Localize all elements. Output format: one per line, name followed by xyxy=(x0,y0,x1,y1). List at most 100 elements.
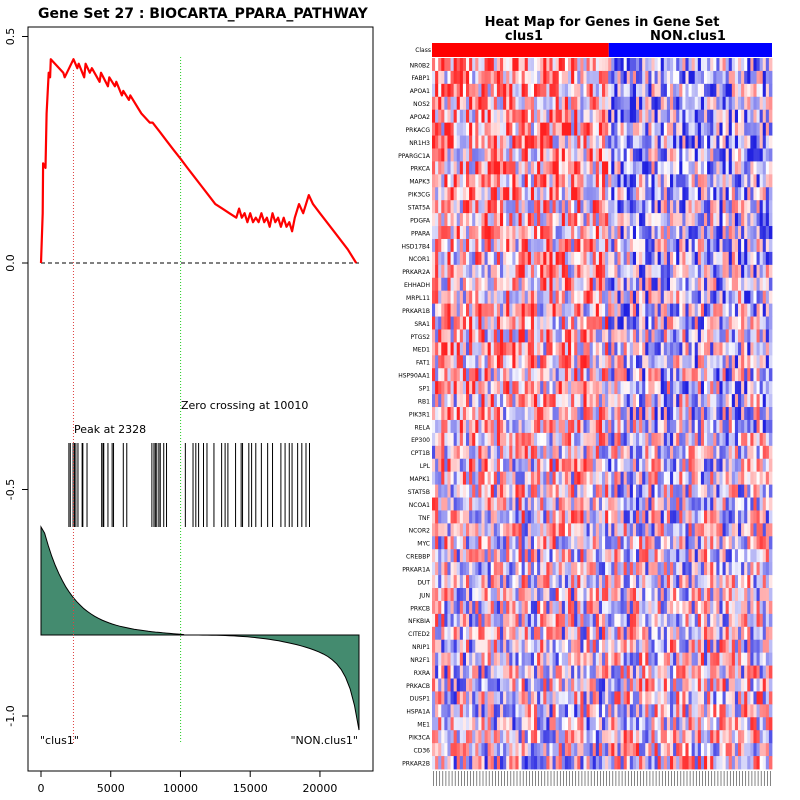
heatmap-cell xyxy=(750,329,754,343)
heatmap-cell xyxy=(447,329,451,343)
heatmap-cell xyxy=(524,277,529,292)
heatmap-cell xyxy=(626,355,631,369)
heatmap-cell xyxy=(524,484,529,498)
heatmap-cell xyxy=(673,96,677,111)
heatmap-cell xyxy=(574,484,578,498)
heatmap-cell xyxy=(605,238,609,253)
heatmap-cell xyxy=(506,187,510,201)
heatmap-cell xyxy=(500,407,504,421)
heatmap-cell xyxy=(623,471,628,485)
heatmap-cell xyxy=(688,277,693,292)
heatmap-cell xyxy=(648,70,652,85)
heatmap-cell xyxy=(589,226,594,240)
heatmap-cell xyxy=(747,588,751,602)
heatmap-cell xyxy=(700,445,705,460)
heatmap-cell xyxy=(636,238,640,253)
heatmap-cell xyxy=(534,264,538,279)
heatmap-cell xyxy=(583,368,587,382)
heatmap-cell xyxy=(546,135,550,149)
heatmap-cell xyxy=(645,588,649,602)
heatmap-cell xyxy=(682,187,686,201)
heatmap-cell xyxy=(731,471,736,485)
heatmap-cell xyxy=(626,251,631,266)
heatmap-cell xyxy=(481,135,485,149)
heatmap-cell xyxy=(620,458,625,473)
heatmap-cell xyxy=(462,187,467,201)
heatmap-cell xyxy=(608,458,612,473)
heatmap-cell xyxy=(728,342,733,356)
heatmap-cell xyxy=(710,109,714,124)
heatmap-cell xyxy=(543,213,547,227)
heatmap-cell xyxy=(512,316,516,330)
heatmap-cell xyxy=(506,174,510,188)
heatmap-cell xyxy=(725,148,730,162)
heatmap-cell xyxy=(673,226,677,240)
heatmap-cell xyxy=(493,122,498,136)
heatmap-cell xyxy=(493,161,498,175)
heatmap-cell xyxy=(571,394,575,408)
heatmap-cell xyxy=(515,419,519,434)
heatmap-cell xyxy=(586,394,591,408)
heatmap-cell xyxy=(700,251,705,266)
heatmap-cell xyxy=(598,432,603,447)
heatmap-cell xyxy=(537,562,541,576)
heatmap-cell xyxy=(453,419,458,434)
heatmap-cell xyxy=(481,575,485,589)
heatmap-cell xyxy=(663,213,668,227)
heatmap-cell xyxy=(493,329,498,343)
heatmap-cell xyxy=(478,458,482,473)
heatmap-cell xyxy=(602,562,606,576)
heatmap-cell xyxy=(484,626,489,641)
heatmap-cell xyxy=(676,510,680,524)
heatmap-cell xyxy=(527,510,532,524)
heatmap-cell xyxy=(592,523,597,537)
heatmap-cell xyxy=(617,290,621,305)
heatmap-cell xyxy=(472,355,476,369)
heatmap-cell xyxy=(598,536,603,550)
heatmap-cell xyxy=(685,471,689,485)
heatmap-cell xyxy=(487,381,492,395)
heatmap-cell xyxy=(515,510,519,524)
heatmap-cell xyxy=(765,355,770,369)
heatmap-cell xyxy=(592,497,597,511)
heatmap-cell xyxy=(598,471,603,485)
heatmap-cell xyxy=(614,471,618,485)
heatmap-cell xyxy=(521,484,526,498)
heatmap-cell xyxy=(605,213,609,227)
heatmap-cell xyxy=(639,458,643,473)
heatmap-cell xyxy=(620,342,625,356)
heatmap-cell xyxy=(574,510,578,524)
heatmap-cell xyxy=(744,355,748,369)
heatmap-cell xyxy=(657,264,662,279)
heatmap-cell xyxy=(568,96,572,111)
heatmap-cell xyxy=(521,277,526,292)
heatmap-cell xyxy=(765,342,770,356)
heatmap-cell xyxy=(481,161,485,175)
heatmap-cell xyxy=(623,290,628,305)
heatmap-cell xyxy=(654,368,659,382)
heatmap-cell xyxy=(481,394,485,408)
heatmap-cell xyxy=(670,432,674,447)
heatmap-cell xyxy=(534,458,538,473)
heatmap-cell xyxy=(744,226,748,240)
heatmap-cell xyxy=(666,407,671,421)
heatmap-cell xyxy=(759,497,764,511)
heatmap-cell xyxy=(444,523,448,537)
heatmap-cell xyxy=(487,277,492,292)
heatmap-cell xyxy=(438,187,442,201)
heatmap-cell xyxy=(475,109,479,124)
heatmap-cell xyxy=(469,316,473,330)
heatmap-cell xyxy=(484,562,489,576)
heatmap-cell xyxy=(500,458,504,473)
heatmap-cell xyxy=(731,510,736,524)
heatmap-cell xyxy=(515,497,519,511)
heatmap-cell xyxy=(611,238,615,253)
heatmap-cell xyxy=(676,419,680,434)
heatmap-cell xyxy=(608,174,612,188)
heatmap-cell xyxy=(725,135,730,149)
heatmap-cell xyxy=(518,148,523,162)
heatmap-cell xyxy=(441,70,445,85)
heatmap-cell xyxy=(561,329,566,343)
heatmap-cell xyxy=(432,575,436,589)
heatmap-cell xyxy=(515,342,519,356)
